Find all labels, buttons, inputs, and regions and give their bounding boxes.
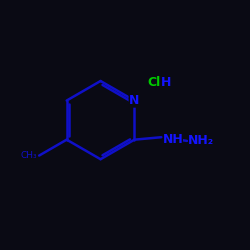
Text: CH₃: CH₃ — [20, 151, 37, 160]
Text: H: H — [160, 76, 171, 89]
Text: NH₂: NH₂ — [188, 134, 214, 147]
Text: Cl: Cl — [148, 76, 161, 89]
Text: N: N — [129, 94, 140, 107]
Text: NH: NH — [162, 133, 183, 146]
